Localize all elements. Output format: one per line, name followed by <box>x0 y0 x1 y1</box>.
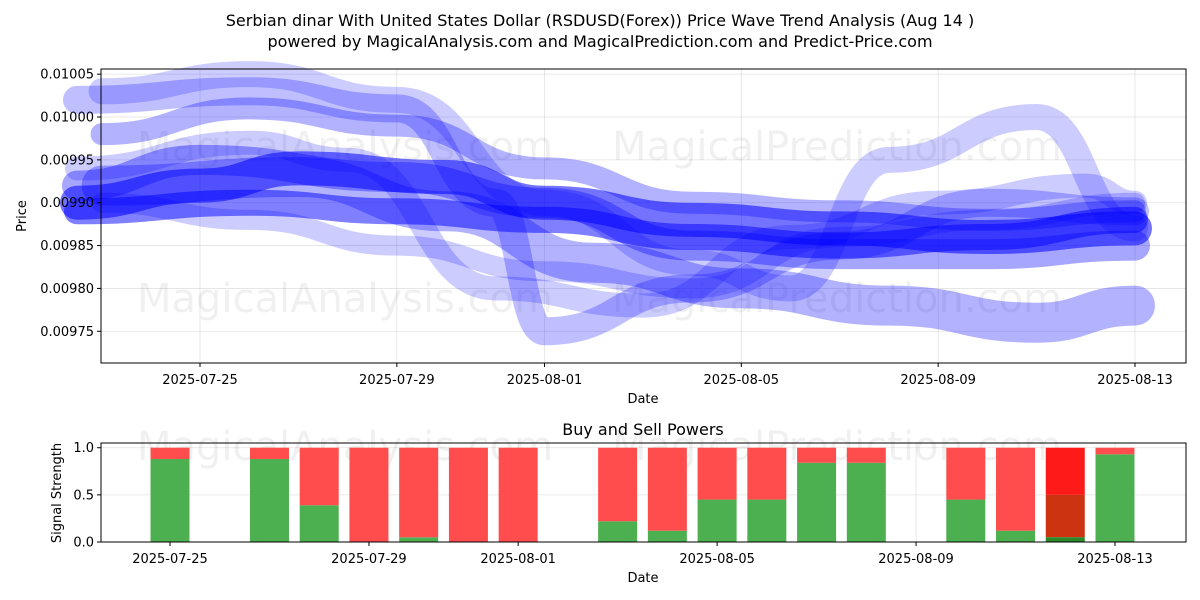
watermark-prediction-mid: MagicalPrediction.com <box>612 276 1062 322</box>
sell-power-bar <box>797 447 837 463</box>
power-x-tick-label: 2025-07-25 <box>132 552 208 567</box>
price-y-tick-label: 0.00985 <box>40 239 94 254</box>
sell-power-bar <box>1095 447 1135 455</box>
price-y-ticks: 0.00975 0.00980 0.00985 0.00990 0.00995 0.010… <box>40 68 101 340</box>
price-wave-line <box>63 189 1148 259</box>
buy-power-bar <box>1045 537 1085 542</box>
buy-power-bar <box>747 499 787 542</box>
figure-title-line2: powered by MagicalAnalysis.com and Magic… <box>267 32 932 51</box>
price-wave-series <box>59 61 1155 346</box>
price-y-tick-label: 0.01000 <box>40 111 94 126</box>
sell-power-bar <box>697 447 737 500</box>
watermark-analysis-mid: MagicalAnalysis.com <box>137 276 553 322</box>
power-x-ticks: 2025-07-25 2025-07-29 2025-08-01 2025-08-05… <box>132 542 1153 567</box>
price-x-tick-label: 2025-08-09 <box>900 373 976 388</box>
buy-power-bar <box>399 537 439 542</box>
power-y-tick-label: 0.5 <box>73 488 94 503</box>
price-wave-line <box>64 130 1147 318</box>
power-chart-title: Buy and Sell Powers <box>562 420 724 439</box>
power-x-tick-label: 2025-08-05 <box>679 552 755 567</box>
price-y-tick-label: 0.00980 <box>40 282 94 297</box>
sell-power-bar <box>946 447 986 500</box>
price-y-axis-label: Price <box>15 200 30 232</box>
figure-title-line1: Serbian dinar With United States Dollar … <box>226 11 975 30</box>
power-y-tick-label: 1.0 <box>73 441 94 456</box>
buy-power-bar <box>647 530 687 542</box>
price-chart-watermarks: MagicalAnalysis.com MagicalPrediction.co… <box>137 124 1062 322</box>
price-x-axis-label: Date <box>627 392 658 407</box>
buy-power-bar <box>846 462 886 542</box>
price-x-tick-label: 2025-08-05 <box>704 373 780 388</box>
power-x-tick-label: 2025-08-13 <box>1077 552 1153 567</box>
sell-power-bar <box>299 447 339 506</box>
power-chart-watermarks: MagicalAnalysis.com MagicalPrediction.co… <box>137 424 1062 470</box>
price-x-tick-label: 2025-08-13 <box>1097 373 1173 388</box>
sell-power-bar <box>448 447 488 542</box>
price-y-tick-label: 0.00975 <box>40 325 94 340</box>
buy-power-bar <box>996 530 1036 542</box>
power-y-axis-label: Signal Strength <box>50 443 65 543</box>
price-y-tick-label: 0.01005 <box>40 68 94 83</box>
sell-power-bar <box>349 447 389 542</box>
sell-power-bar <box>996 447 1036 531</box>
sell-power-bar <box>1045 494 1085 538</box>
power-y-tick-label: 0.0 <box>73 536 94 551</box>
power-chart-frame <box>100 442 1187 543</box>
sell-power-bar <box>498 447 538 542</box>
watermark-prediction-top: MagicalPrediction.com <box>612 124 1062 170</box>
price-x-tick-label: 2025-07-25 <box>162 373 238 388</box>
price-x-tick-label: 2025-08-01 <box>507 373 583 388</box>
price-y-tick-label: 0.00995 <box>40 153 94 168</box>
buy-power-bar <box>150 459 190 542</box>
sell-power-bar <box>846 447 886 463</box>
price-wave-line <box>90 97 1146 231</box>
price-wave-line <box>91 192 1145 299</box>
watermark-analysis-bottom: MagicalAnalysis.com <box>137 424 553 470</box>
buy-power-bar <box>697 499 737 542</box>
price-x-ticks: 2025-07-25 2025-07-29 2025-08-01 2025-08-05… <box>162 363 1173 388</box>
sell-power-bar <box>150 447 190 460</box>
buy-power-bar <box>249 459 289 542</box>
power-x-axis-label: Date <box>627 571 658 586</box>
sell-power-bar <box>747 447 787 500</box>
power-y-ticks: 0.0 0.5 1.0 <box>73 441 101 551</box>
price-wave-line <box>62 77 1149 346</box>
buy-power-bar <box>946 499 986 542</box>
price-chart-frame <box>100 68 1187 364</box>
sell-power-bar <box>1045 447 1085 495</box>
price-x-tick-label: 2025-07-29 <box>359 373 435 388</box>
sell-power-bar <box>647 447 687 531</box>
power-x-tick-label: 2025-07-29 <box>331 552 407 567</box>
power-x-tick-label: 2025-08-09 <box>878 552 954 567</box>
watermark-prediction-bottom: MagicalPrediction.com <box>612 424 1062 470</box>
power-bars <box>150 447 1135 542</box>
buy-power-bar <box>1095 454 1135 542</box>
price-wave-chart: MagicalAnalysis.com MagicalPrediction.co… <box>15 61 1187 407</box>
price-wave-line <box>81 157 1155 343</box>
price-y-tick-label: 0.00990 <box>40 196 94 211</box>
power-x-tick-label: 2025-08-01 <box>480 552 556 567</box>
sell-power-bar <box>399 447 439 538</box>
price-wave-line <box>88 61 1148 302</box>
buy-power-bar <box>598 521 638 542</box>
sell-power-bar <box>249 447 289 460</box>
sell-power-bar <box>598 447 638 522</box>
buy-sell-power-chart: Buy and Sell Powers MagicalAnalysis.com … <box>50 420 1187 586</box>
buy-power-bar <box>797 462 837 542</box>
buy-power-bar <box>299 505 339 542</box>
price-wave-line <box>61 144 1150 270</box>
